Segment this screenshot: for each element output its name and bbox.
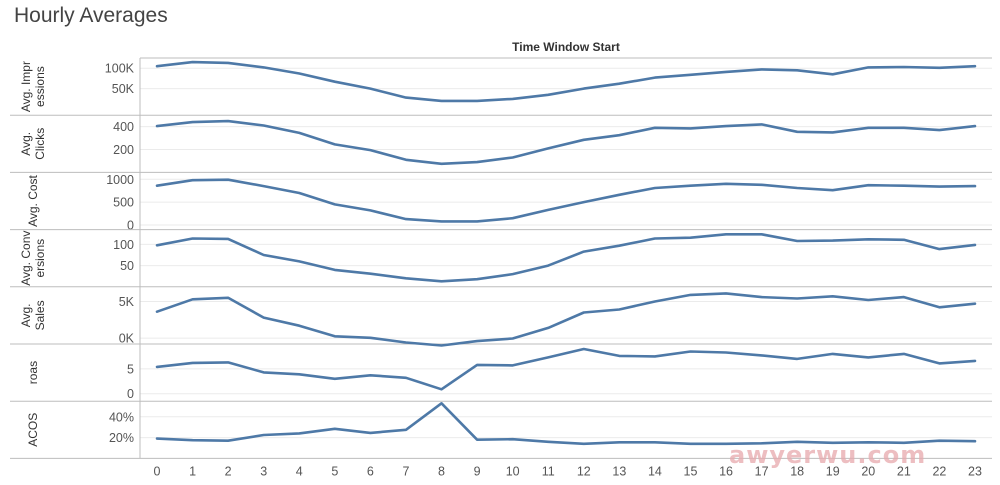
x-tick-label: 11 [542, 464, 555, 478]
x-tick-label: 8 [438, 464, 445, 478]
x-tick-label: 16 [719, 464, 733, 478]
x-tick-label: 0 [154, 464, 161, 478]
y-tick-label: 500 [113, 196, 134, 210]
y-tick-label: 5 [127, 362, 134, 376]
x-tick-label: 12 [577, 464, 591, 478]
x-tick-label: 22 [932, 464, 946, 478]
x-tick-label: 1 [189, 464, 196, 478]
x-tick-label: 18 [790, 464, 804, 478]
series-line [155, 178, 977, 223]
y-tick-label: 5K [119, 295, 135, 309]
series-line [155, 347, 977, 391]
watermark: awyerwu.com [729, 441, 927, 469]
series-line [155, 233, 977, 283]
row-label: Avg. Conv [19, 231, 33, 286]
series-line [155, 119, 977, 166]
y-tick-label: 100K [105, 62, 135, 76]
row-label: ersions [33, 239, 47, 278]
x-tick-label: 21 [897, 464, 911, 478]
x-tick-label: 4 [296, 464, 303, 478]
series-line [155, 401, 977, 446]
x-tick-label: 17 [755, 464, 769, 478]
y-tick-label: 200 [113, 143, 134, 157]
x-tick-label: 9 [474, 464, 481, 478]
row-label: Avg. Cost [26, 174, 40, 226]
row-label: Clicks [33, 128, 47, 160]
x-tick-label: 3 [260, 464, 267, 478]
row-label: ACOS [26, 413, 40, 447]
x-tick-label: 14 [648, 464, 662, 478]
row-label: roas [26, 361, 40, 384]
y-tick-label: 50K [112, 82, 135, 96]
x-tick-label: 5 [331, 464, 338, 478]
column-header: Time Window Start [512, 40, 620, 54]
series-line [155, 60, 977, 103]
row-label: Avg. [19, 132, 33, 156]
y-tick-label: 0K [119, 332, 135, 346]
series-line [155, 292, 977, 347]
y-tick-label: 40% [109, 410, 134, 424]
y-tick-label: 0 [127, 219, 134, 233]
y-tick-label: 0 [127, 387, 134, 401]
row-label: essions [33, 66, 47, 107]
y-tick-label: 100 [113, 238, 134, 252]
row-label: Sales [33, 300, 47, 330]
chart-title: Hourly Averages [14, 4, 168, 27]
row-label: Avg. [19, 304, 33, 328]
x-tick-label: 13 [612, 464, 626, 478]
y-tick-label: 1000 [106, 173, 134, 187]
x-tick-label: 23 [968, 464, 982, 478]
x-tick-label: 15 [684, 464, 698, 478]
x-tick-label: 6 [367, 464, 374, 478]
x-tick-label: 20 [861, 464, 875, 478]
x-tick-label: 19 [826, 464, 840, 478]
x-tick-label: 7 [402, 464, 409, 478]
x-tick-label: 2 [225, 464, 232, 478]
y-tick-label: 400 [113, 120, 134, 134]
row-label: Avg. Impr [19, 61, 33, 112]
y-tick-label: 20% [109, 431, 134, 445]
y-tick-label: 50 [120, 259, 134, 273]
x-tick-label: 10 [506, 464, 520, 478]
